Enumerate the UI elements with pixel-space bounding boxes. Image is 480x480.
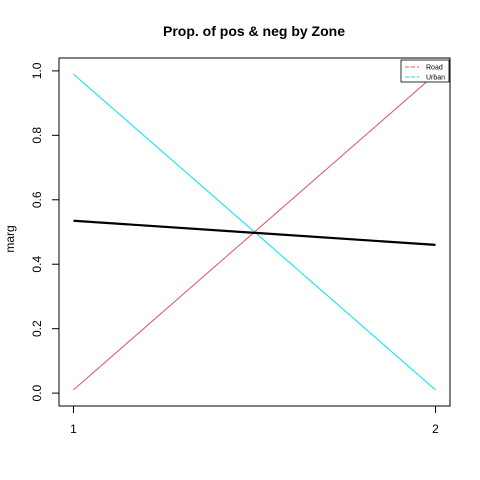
y-axis-label: marg	[3, 225, 17, 252]
series-layer	[73, 73, 436, 391]
y-tick-label: 0.0	[30, 384, 44, 401]
y-tick-label: 0.2	[30, 320, 44, 337]
y-tick-label: 0.4	[30, 256, 44, 273]
legend: Road Urban	[400, 59, 450, 83]
series-line-overall	[73, 219, 436, 246]
y-tick-label: 1.0	[30, 62, 44, 79]
x-tick-label: 1	[70, 422, 77, 436]
chart-title: Prop. of pos & neg by Zone	[163, 23, 345, 39]
y-axis: 0.0 0.2 0.4 0.6 0.8 1.0	[30, 62, 60, 401]
y-tick-label: 0.8	[30, 127, 44, 144]
legend-label-road: Road	[426, 65, 443, 72]
legend-label-urban: Urban	[426, 75, 445, 82]
y-tick-label: 0.6	[30, 191, 44, 208]
x-tick-label: 2	[432, 422, 439, 436]
